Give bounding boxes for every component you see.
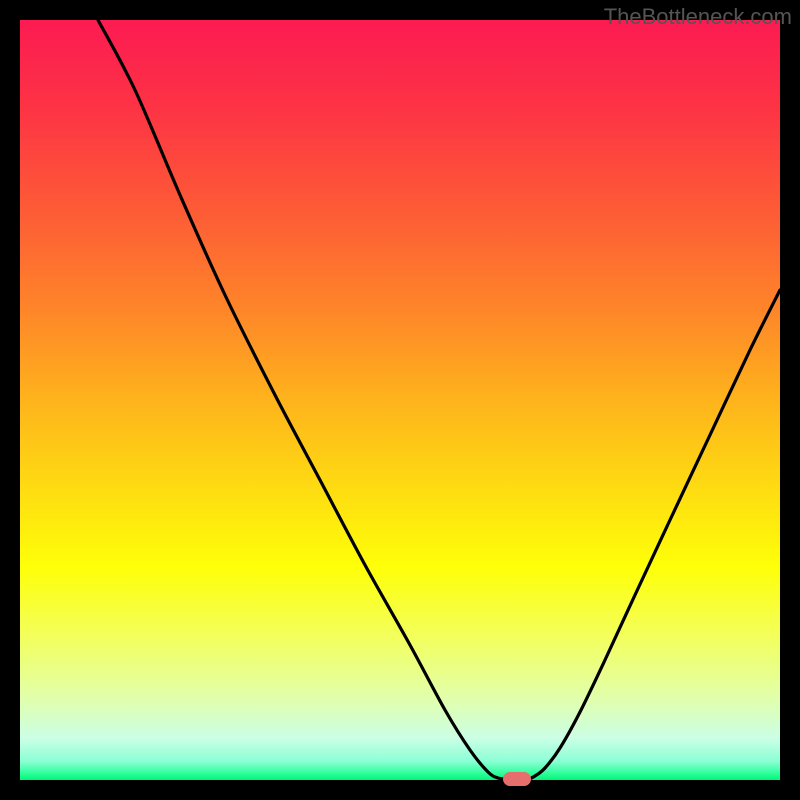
chart-svg <box>0 0 800 800</box>
sweet-spot-marker <box>503 772 531 786</box>
plot-background <box>20 20 780 780</box>
chart-container: TheBottleneck.com <box>0 0 800 800</box>
watermark-text: TheBottleneck.com <box>604 4 792 30</box>
